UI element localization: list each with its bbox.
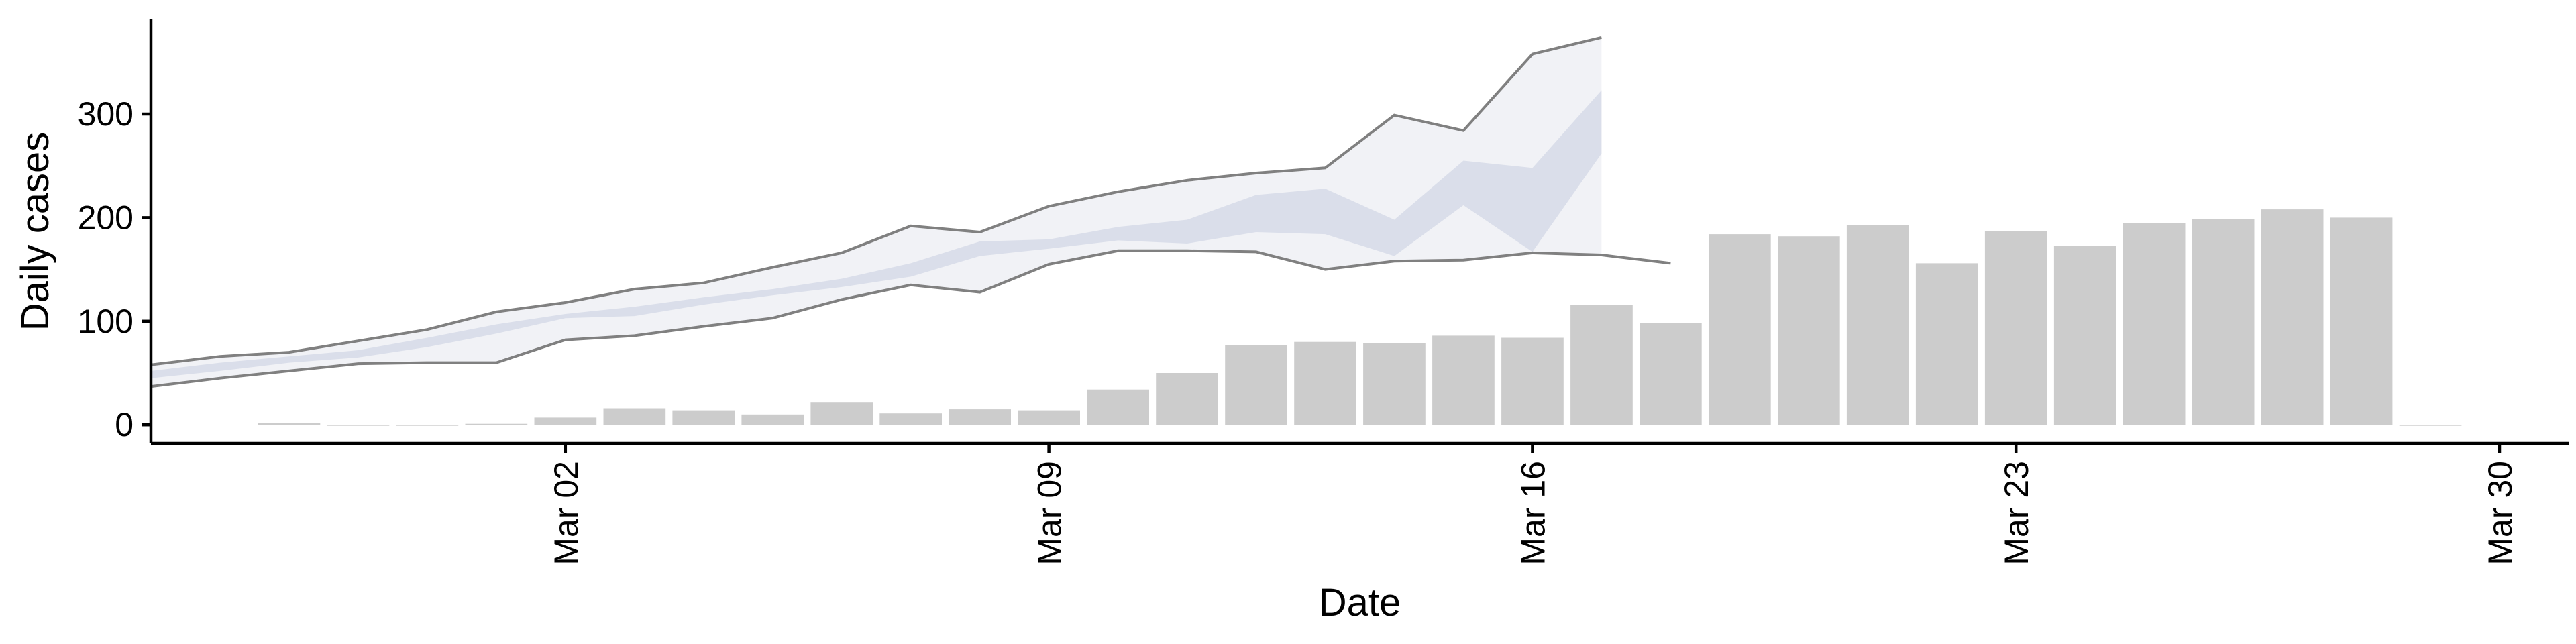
axes <box>149 19 2569 445</box>
bar-2020-03-08 <box>949 409 1011 425</box>
bar-2020-03-06 <box>810 402 873 425</box>
x-tick-label: Mar 16 <box>1514 461 1552 566</box>
x-tick-label: Mar 02 <box>547 461 585 566</box>
x-tick-label: Mar 30 <box>2481 461 2519 566</box>
forecast-ribbons <box>150 36 1671 388</box>
bar-2020-03-21 <box>1846 225 1909 425</box>
y-tick-label: 0 <box>115 406 133 443</box>
bars <box>258 209 2462 426</box>
bar-2020-02-28 <box>327 425 390 426</box>
bar-2020-03-18 <box>1640 323 1702 425</box>
y-axis-title: Daily cases <box>13 132 57 331</box>
bar-2020-03-23 <box>1984 231 2047 425</box>
bar-2020-03-10 <box>1087 389 1149 425</box>
bar-2020-03-14 <box>1363 343 1426 425</box>
bar-2020-03-07 <box>879 413 942 425</box>
bar-2020-03-12 <box>1225 345 1287 425</box>
bar-2020-03-11 <box>1156 373 1218 425</box>
bar-2020-03-16 <box>1501 337 1564 425</box>
bar-2020-03-13 <box>1294 341 1356 425</box>
bar-2020-03-29 <box>2399 425 2462 426</box>
outer-ribbon <box>151 37 1602 387</box>
x-tick-label: Mar 23 <box>1998 461 2035 566</box>
bar-2020-03-09 <box>1018 410 1080 425</box>
bar-2020-03-19 <box>1709 234 1771 425</box>
bar-2020-03-22 <box>1915 263 1978 425</box>
bar-2020-03-02 <box>534 417 597 425</box>
y-tick-label: 100 <box>78 303 133 340</box>
bar-2020-03-24 <box>2053 246 2116 425</box>
bar-2020-02-27 <box>258 423 321 425</box>
outer-lower-line <box>150 249 1671 388</box>
bar-2020-03-17 <box>1570 305 1633 425</box>
x-tick-label: Mar 09 <box>1031 461 1069 566</box>
bar-2020-03-05 <box>741 414 804 425</box>
x-axis-title: Date <box>1319 581 1401 625</box>
bar-2020-03-03 <box>603 408 666 425</box>
y-ticks: 0 100 200 300 <box>78 95 151 443</box>
y-tick-label: 200 <box>78 199 133 236</box>
outer-upper-line <box>150 36 1602 366</box>
bar-2020-03-20 <box>1778 236 1840 425</box>
bar-2020-03-25 <box>2123 223 2186 425</box>
bar-2020-03-26 <box>2192 219 2255 425</box>
bar-2020-03-28 <box>2330 217 2393 425</box>
y-tick-label: 300 <box>78 95 133 133</box>
bar-2020-03-04 <box>672 410 735 425</box>
bar-2020-02-29 <box>396 425 459 426</box>
bar-2020-03-27 <box>2261 209 2324 425</box>
bar-2020-03-15 <box>1432 335 1495 425</box>
bar-2020-03-01 <box>465 423 528 425</box>
x-ticks: Mar 02 Mar 09 Mar 16 Mar 23 Mar 30 <box>547 443 2519 566</box>
